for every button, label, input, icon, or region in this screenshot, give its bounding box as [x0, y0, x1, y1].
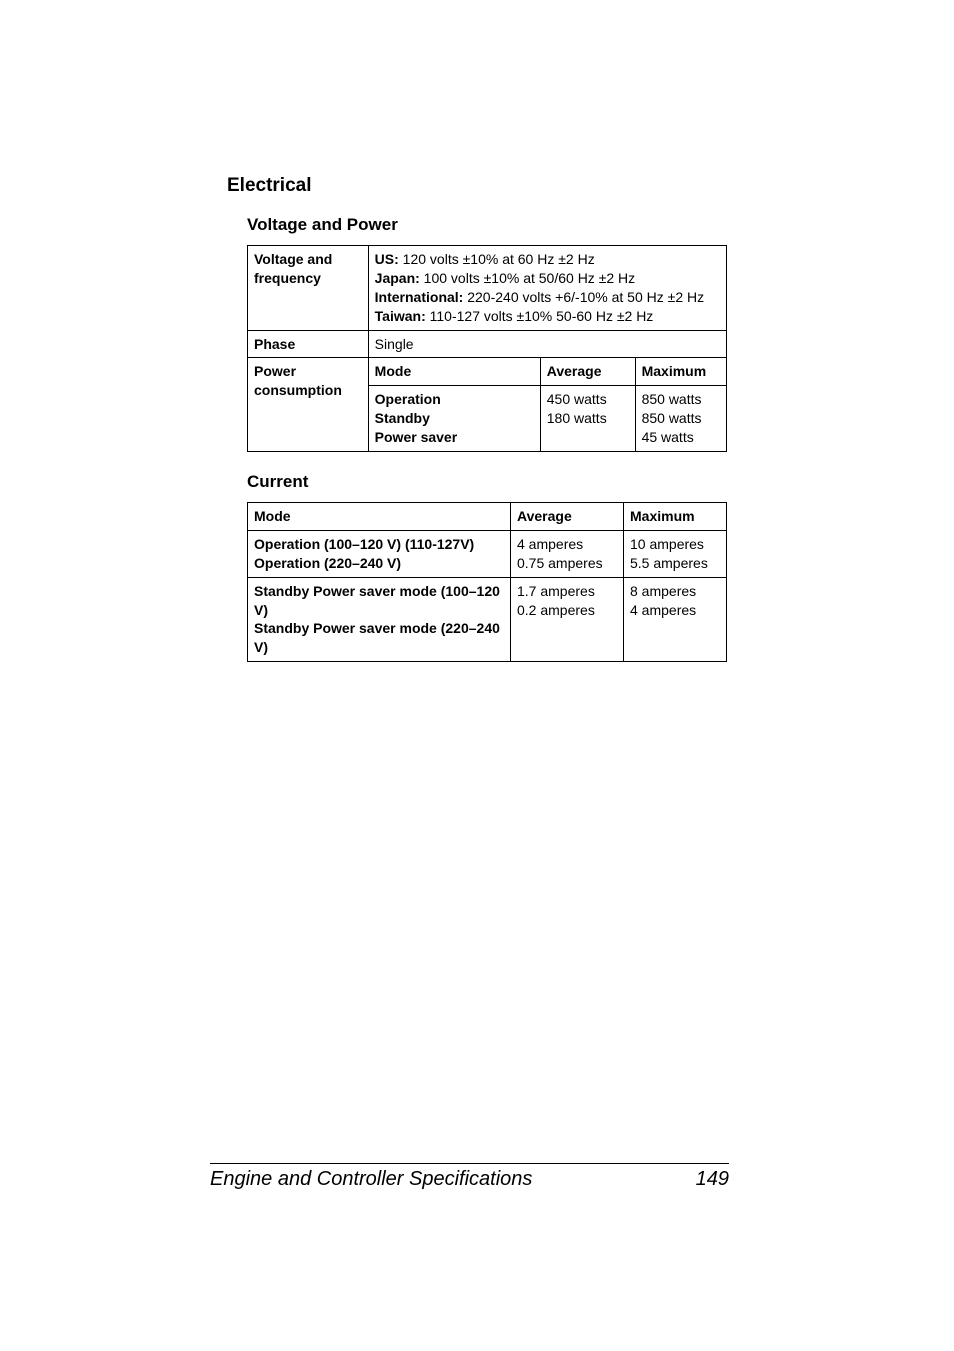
table-row: Voltage and frequency US: 120 volts ±10%… — [248, 246, 727, 331]
current-heading: Current — [227, 472, 727, 492]
text: 100 volts ±10% at 50/60 Hz ±2 Hz — [420, 270, 635, 286]
table-row: Operation (100–120 V) (110-127V) Operati… — [248, 530, 727, 577]
table-row: Standby Power saver mode (100–120 V) Sta… — [248, 577, 727, 662]
table-row: Power consumption Mode Average Maximum — [248, 358, 727, 386]
text: 110-127 volts ±10% 50-60 Hz ±2 Hz — [426, 308, 654, 324]
row-label: Power consumption — [248, 358, 369, 452]
col-header: Mode — [368, 358, 540, 386]
value: 4 amperes — [630, 602, 696, 618]
value: 180 watts — [547, 410, 607, 426]
text: 220-240 volts +6/-10% at 50 Hz ±2 Hz — [463, 289, 704, 305]
mode-name: Standby — [375, 410, 430, 426]
value: 850 watts — [642, 410, 702, 426]
row-value: US: 120 volts ±10% at 60 Hz ±2 Hz Japan:… — [368, 246, 726, 331]
value: 0.75 amperes — [517, 555, 603, 571]
cell: Standby Power saver mode (100–120 V) Sta… — [248, 577, 511, 662]
voltage-power-table: Voltage and frequency US: 120 volts ±10%… — [247, 245, 727, 452]
text: 120 volts ±10% at 60 Hz ±2 Hz — [399, 251, 595, 267]
col-header: Mode — [248, 503, 511, 531]
mode-name: Operation (220–240 V) — [254, 555, 401, 571]
current-table: Mode Average Maximum Operation (100–120 … — [247, 502, 727, 662]
page-footer: Engine and Controller Specifications 149 — [210, 1163, 729, 1191]
col-header: Average — [540, 358, 635, 386]
cell: 1.7 amperes 0.2 amperes — [511, 577, 624, 662]
mode-name: Operation (100–120 V) (110-127V) — [254, 536, 474, 552]
table-row: Mode Average Maximum — [248, 503, 727, 531]
mode-name: Operation — [375, 391, 441, 407]
value: 0.2 amperes — [517, 602, 595, 618]
label: Japan: — [375, 270, 420, 286]
cell: 4 amperes 0.75 amperes — [511, 530, 624, 577]
value: 450 watts — [547, 391, 607, 407]
cell: 450 watts 180 watts — [540, 386, 635, 452]
value: 1.7 amperes — [517, 583, 595, 599]
footer-title: Engine and Controller Specifications — [210, 1168, 532, 1191]
col-header: Maximum — [624, 503, 727, 531]
cell: 850 watts 850 watts 45 watts — [635, 386, 726, 452]
mode-name: Standby Power saver mode (100–120 V) — [254, 583, 500, 618]
footer-page-number: 149 — [696, 1168, 729, 1191]
value: 45 watts — [642, 429, 694, 445]
table-row: Phase Single — [248, 330, 727, 358]
value: 850 watts — [642, 391, 702, 407]
cell: Operation Standby Power saver — [368, 386, 540, 452]
value: 4 amperes — [517, 536, 583, 552]
row-value: Single — [368, 330, 726, 358]
value: 10 amperes — [630, 536, 704, 552]
mode-name: Power saver — [375, 429, 458, 445]
label: International: — [375, 289, 464, 305]
col-header: Maximum — [635, 358, 726, 386]
cell: 10 amperes 5.5 amperes — [624, 530, 727, 577]
label: US: — [375, 251, 399, 267]
voltage-power-heading: Voltage and Power — [227, 215, 727, 235]
row-label: Phase — [248, 330, 369, 358]
cell: Operation (100–120 V) (110-127V) Operati… — [248, 530, 511, 577]
value: 8 amperes — [630, 583, 696, 599]
cell: 8 amperes 4 amperes — [624, 577, 727, 662]
section-heading: Electrical — [227, 175, 727, 197]
mode-name: Standby Power saver mode (220–240 V) — [254, 620, 500, 655]
value: 5.5 amperes — [630, 555, 708, 571]
label: Taiwan: — [375, 308, 426, 324]
col-header: Average — [511, 503, 624, 531]
row-label: Voltage and frequency — [248, 246, 369, 331]
